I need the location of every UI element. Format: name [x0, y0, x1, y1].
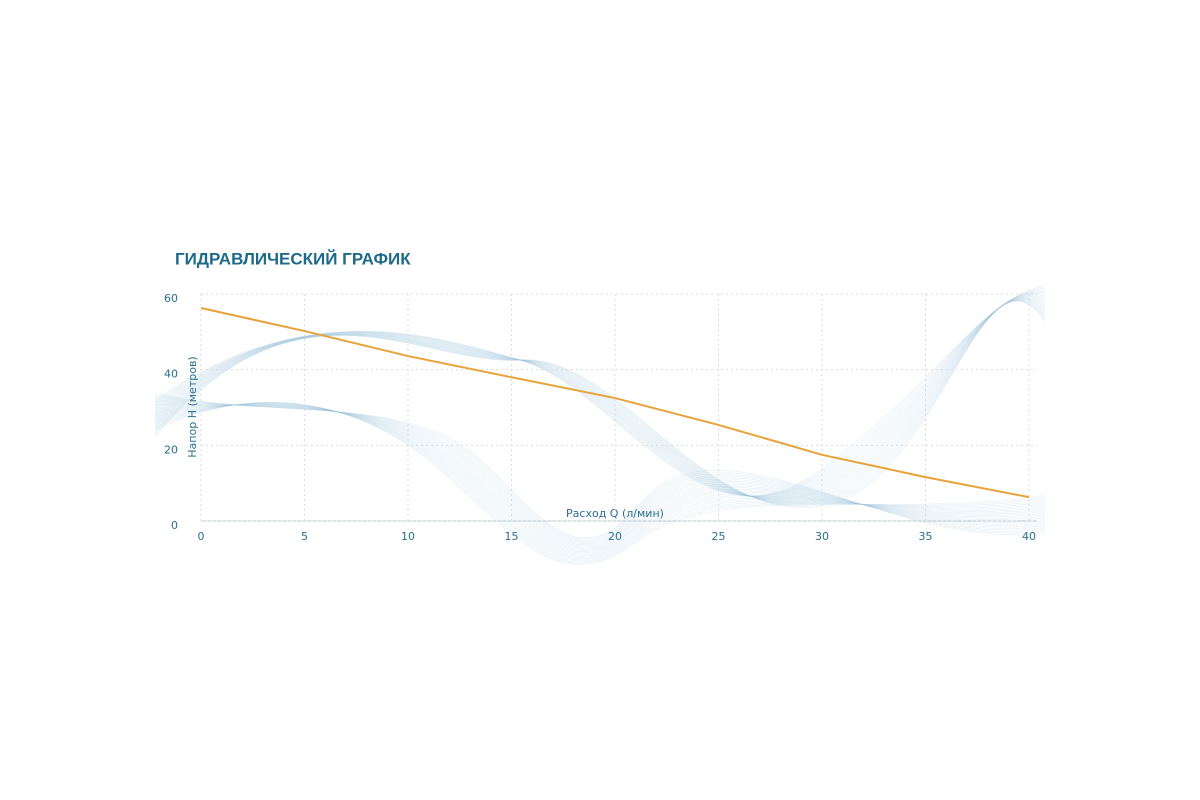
wave	[154, 402, 1046, 563]
wave	[154, 404, 1046, 552]
wave	[154, 397, 1046, 542]
y-axis-label: Напор H (метров)	[186, 356, 199, 457]
wave	[154, 402, 1046, 546]
wave	[154, 396, 1046, 541]
wave	[154, 403, 1046, 557]
wave	[154, 296, 1046, 499]
x-tick-label: 40	[1022, 530, 1036, 543]
wave	[154, 401, 1046, 565]
data-line	[200, 307, 1030, 499]
wave	[154, 299, 1046, 503]
x-axis-label: Расход Q (л/мин)	[566, 507, 664, 520]
x-tick-label: 25	[712, 530, 726, 543]
y-tick-label: 60	[164, 292, 178, 305]
wave	[154, 299, 1046, 502]
wave	[154, 295, 1046, 498]
wave	[154, 298, 1046, 501]
wave	[154, 402, 1046, 564]
wave	[154, 295, 1046, 498]
wave	[154, 291, 1046, 497]
wave	[154, 404, 1046, 551]
wave	[154, 402, 1046, 561]
x-tick-label: 30	[815, 530, 829, 543]
wave	[154, 392, 1046, 539]
wave	[154, 296, 1046, 499]
wave	[154, 300, 1046, 505]
wave	[154, 404, 1046, 554]
wave	[154, 403, 1046, 560]
wave	[154, 286, 1046, 497]
y-tick-label: 40	[164, 368, 178, 381]
wave	[154, 399, 1046, 543]
wave	[154, 299, 1046, 504]
wave	[154, 300, 1046, 506]
wave	[154, 301, 1046, 509]
x-tick-label: 5	[301, 530, 308, 543]
x-tick-label: 15	[505, 530, 519, 543]
x-tick-label: 35	[919, 530, 933, 543]
wave	[154, 403, 1046, 555]
wave	[154, 287, 1046, 497]
wave	[154, 298, 1046, 501]
x-tick-label: 10	[401, 530, 415, 543]
wave	[154, 292, 1046, 497]
x-tick-label: 20	[608, 530, 622, 543]
wave	[154, 403, 1046, 558]
decoration	[154, 284, 1046, 565]
wave	[154, 289, 1046, 497]
wave	[154, 404, 1046, 550]
wave	[154, 394, 1046, 540]
wave	[154, 297, 1046, 500]
y-tick-label: 20	[164, 443, 178, 456]
wave	[154, 297, 1046, 500]
wave	[154, 300, 1046, 508]
wave	[154, 404, 1046, 549]
wave	[154, 404, 1046, 548]
wave	[154, 404, 1046, 547]
wave	[154, 294, 1046, 498]
y-tick-label: 0	[171, 519, 178, 532]
wave	[154, 403, 1046, 556]
wave	[154, 400, 1046, 544]
wave	[154, 293, 1046, 497]
chart-title: ГИДРАВЛИЧЕСКИЙ ГРАФИК	[175, 249, 411, 268]
x-tick-label: 0	[198, 530, 205, 543]
wave	[154, 284, 1046, 497]
wave	[154, 299, 1046, 504]
wave	[154, 402, 1046, 562]
